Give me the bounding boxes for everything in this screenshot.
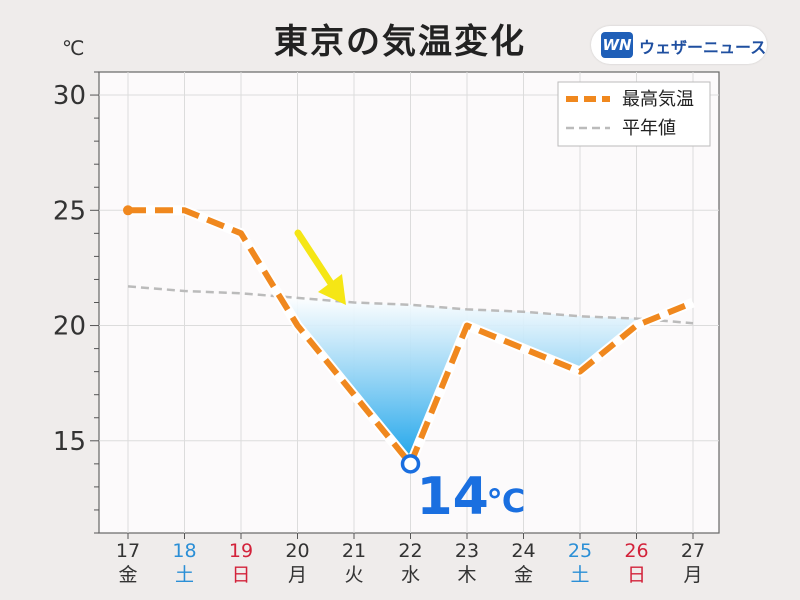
x-weekday-label: 水 (401, 564, 420, 586)
x-weekday-label: 土 (175, 564, 194, 586)
series-line-max (128, 207, 695, 467)
legend-label-normal: 平年値 (622, 118, 676, 139)
legend-box (557, 81, 711, 147)
x-weekday-label: 月 (683, 564, 702, 586)
x-tick-label: 20 (285, 540, 309, 562)
y-tick-label: 20 (53, 312, 86, 342)
x-tick-label: 26 (624, 540, 648, 562)
x-weekday-label: 金 (514, 564, 533, 586)
x-tick-label: 22 (398, 540, 422, 562)
page-title: 東京の気温変化 (274, 22, 526, 62)
below-normal-fill (279, 296, 651, 464)
y-tick-label: 25 (53, 196, 86, 226)
x-tick-label: 25 (568, 540, 592, 562)
x-tick-label: 27 (681, 540, 705, 562)
series-line-normal (127, 285, 694, 325)
legend-label-max: 最高気温 (622, 89, 694, 110)
x-weekday-label: 日 (231, 564, 250, 586)
x-tick-label: 23 (455, 540, 479, 562)
x-tick-label: 19 (229, 540, 253, 562)
y-tick-label: 15 (53, 427, 86, 457)
min-temp-unit: ℃ (487, 482, 526, 520)
x-tick-label: 24 (511, 540, 535, 562)
y-tick-label: 30 (53, 81, 86, 111)
x-tick-label: 18 (172, 540, 196, 562)
y-axis-unit: ℃ (62, 36, 85, 60)
x-weekday-label: 木 (457, 564, 476, 586)
brand-logo: WN ウェザーニュース (591, 26, 767, 64)
x-tick-label: 17 (116, 540, 140, 562)
min-temp-value: 14 (417, 467, 489, 527)
brand-name: ウェザーニュース (639, 38, 767, 57)
x-tick-label: 21 (342, 540, 366, 562)
x-weekday-label: 火 (344, 564, 363, 586)
min-temp-annotation: 14℃ (400, 454, 526, 527)
highlight-arrow-icon (294, 229, 346, 305)
min-temp-marker (400, 454, 421, 474)
series-start-dot (123, 205, 133, 216)
x-weekday-label: 金 (118, 564, 137, 586)
brand-mark-icon: WN (601, 32, 633, 58)
x-weekday-label: 土 (570, 564, 589, 586)
x-weekday-label: 月 (288, 564, 307, 586)
chart-legend: 最高気温 平年値 (557, 81, 711, 147)
y-axis-ticks: 15 20 25 30 (53, 71, 99, 534)
x-weekday-label: 日 (627, 564, 646, 586)
